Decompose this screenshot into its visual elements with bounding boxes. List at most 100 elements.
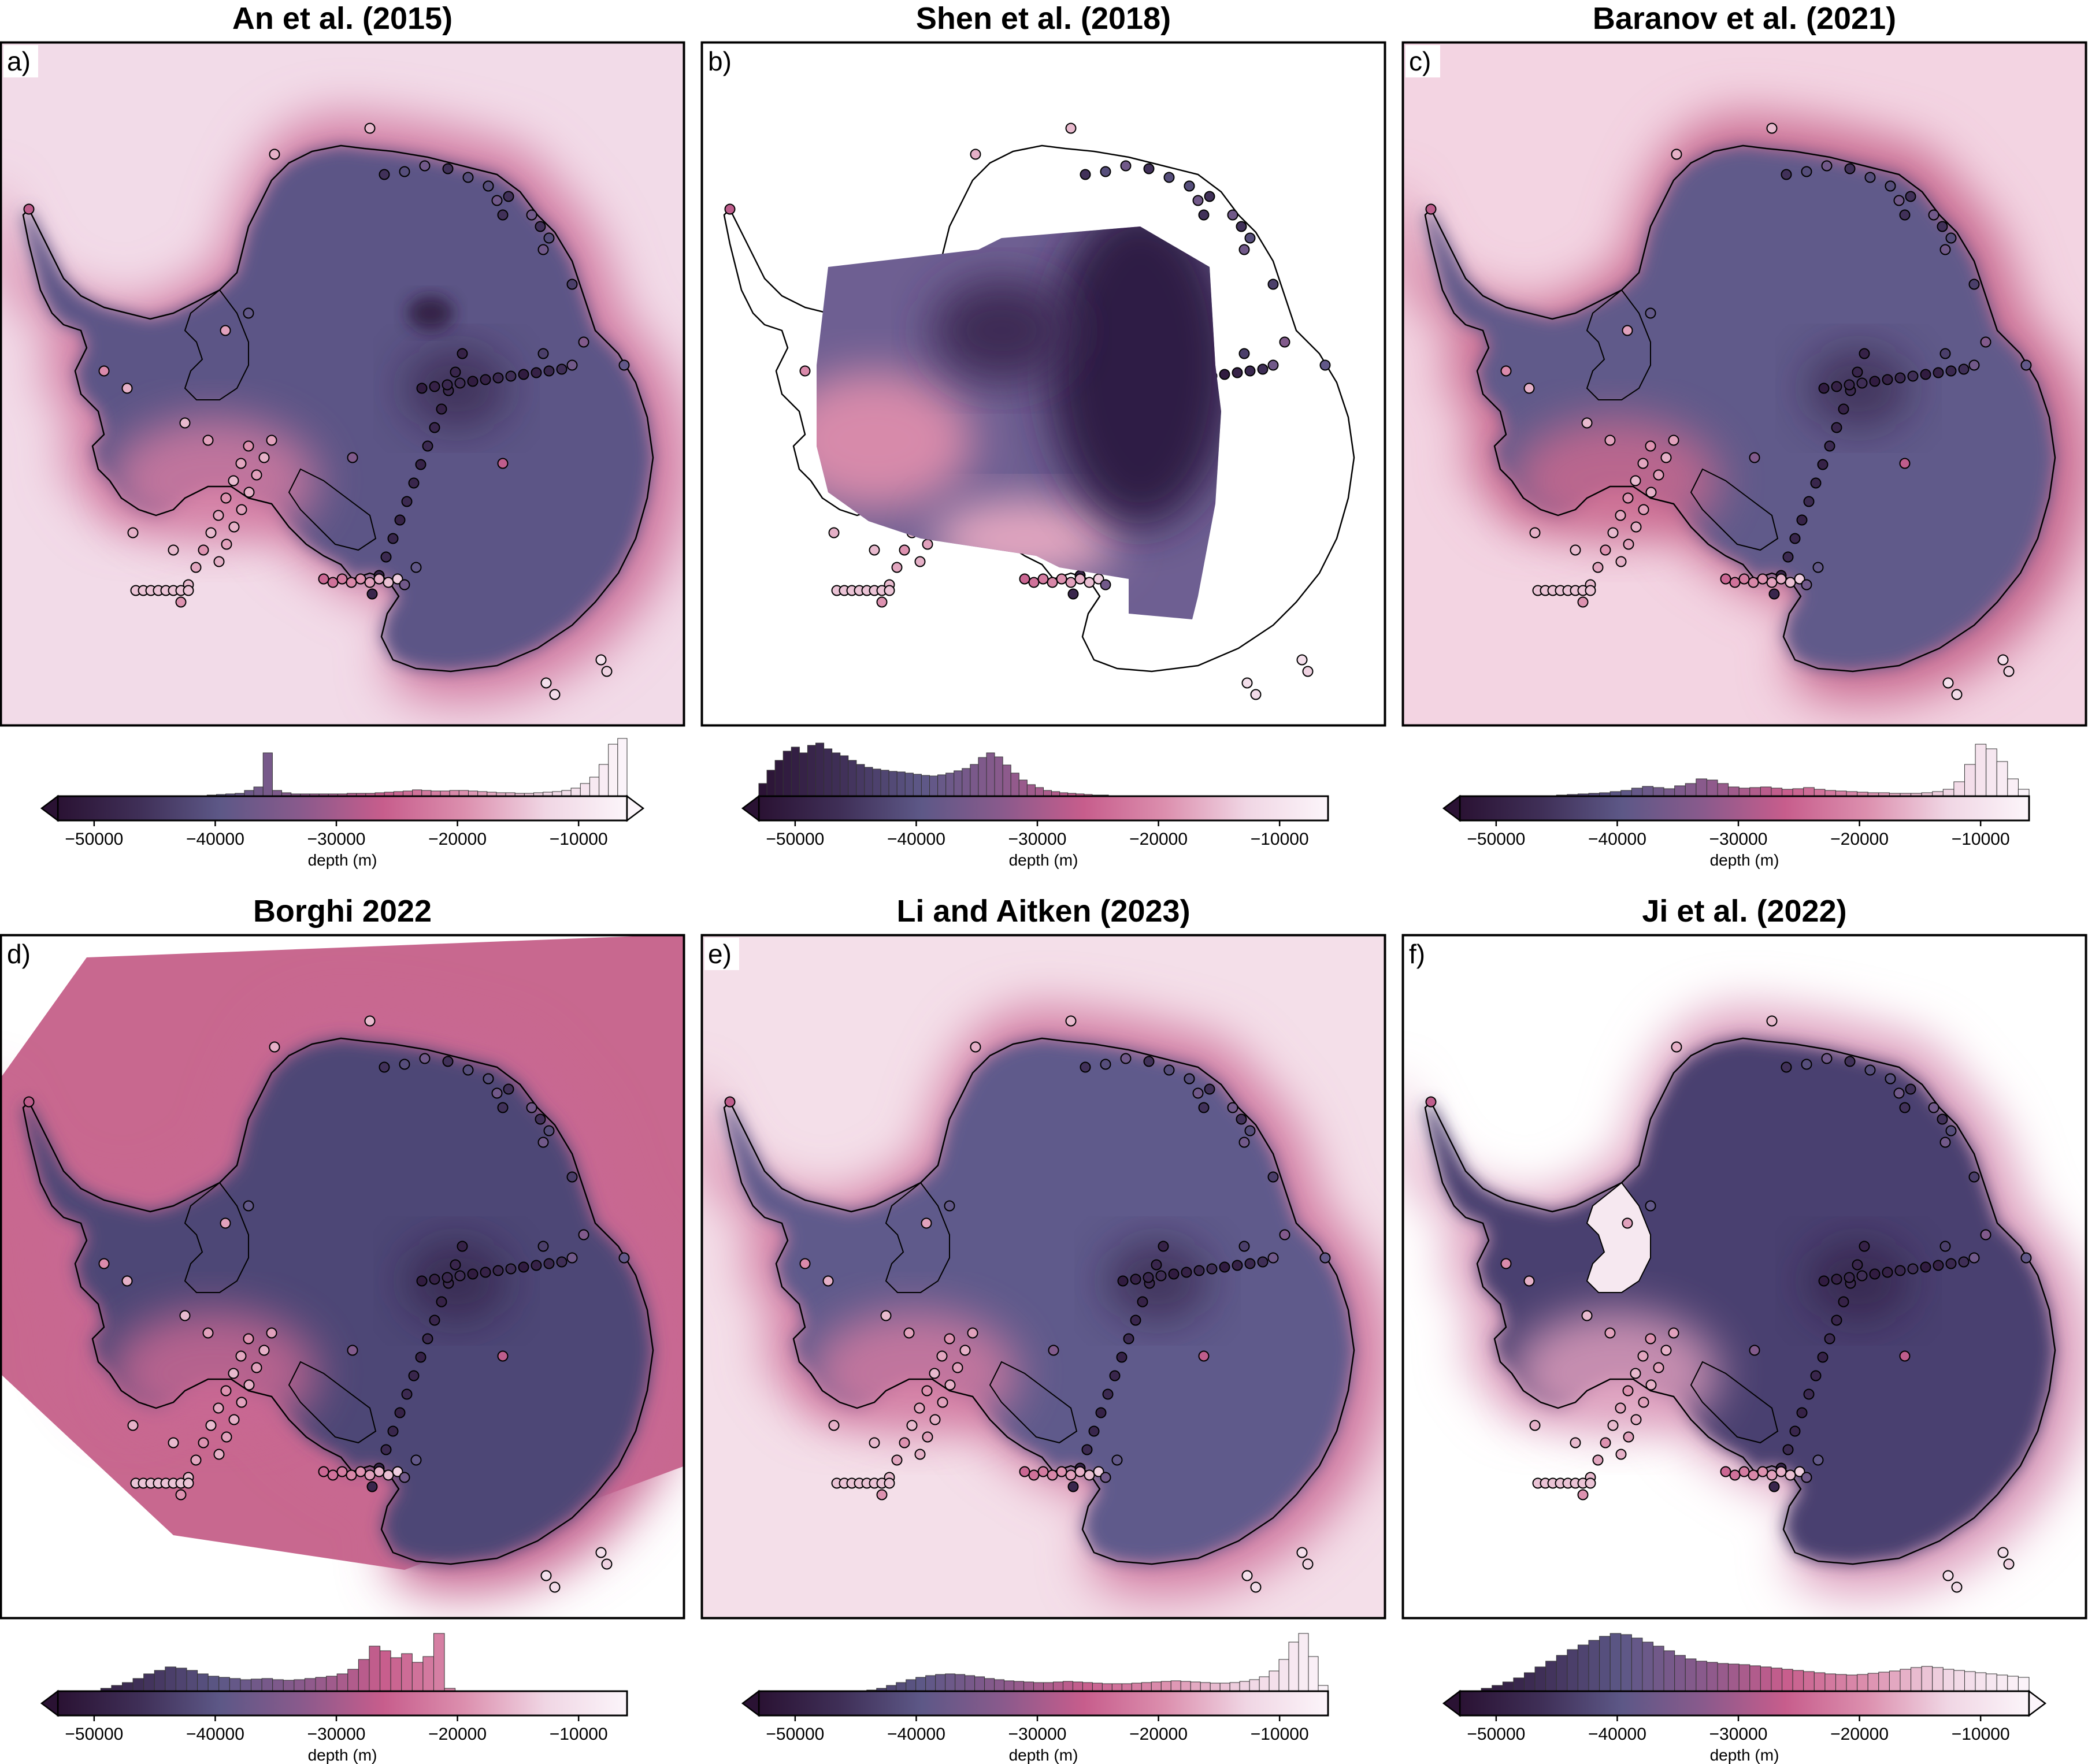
station-point xyxy=(537,1137,549,1148)
station-point xyxy=(944,1200,955,1212)
histogram-bar xyxy=(1026,784,1036,797)
station-point xyxy=(450,1259,461,1271)
panel-title: Borghi 2022 xyxy=(253,894,432,929)
deep-anomaly xyxy=(1807,348,1911,429)
coastline xyxy=(723,1037,1355,1565)
station-point xyxy=(1801,1059,1812,1070)
station-point xyxy=(1645,1379,1657,1391)
deep-anomaly xyxy=(1106,1241,1210,1321)
station-point xyxy=(543,232,555,244)
station-point xyxy=(922,539,933,550)
station-point xyxy=(1257,363,1269,375)
station-point xyxy=(380,1444,392,1455)
station-point xyxy=(601,666,613,677)
colorbar-panel-5: −50000 −40000 −30000 −20000 −10000 depth (m) xyxy=(741,1633,1329,1764)
station-point xyxy=(1019,573,1030,585)
station-point xyxy=(190,562,202,573)
station-point xyxy=(828,1420,840,1431)
station-point xyxy=(1937,1113,1948,1125)
station-point xyxy=(724,1096,736,1108)
station-point xyxy=(1945,365,1957,377)
colorbar-tick-label: −30000 xyxy=(1709,830,1768,849)
station-point xyxy=(1789,1425,1801,1437)
station-point xyxy=(483,1073,494,1085)
station-point xyxy=(399,1472,410,1483)
station-point xyxy=(876,596,888,608)
ice-shelf-outline xyxy=(288,468,377,551)
station-point xyxy=(1155,1270,1167,1282)
histogram-bar xyxy=(1728,786,1740,797)
station-point xyxy=(347,452,358,463)
histogram-bar xyxy=(1900,1669,1912,1692)
station-point xyxy=(1109,1370,1121,1382)
station-point xyxy=(497,458,509,469)
panel-label: a) xyxy=(7,46,31,76)
station-point xyxy=(179,417,191,429)
station-point xyxy=(366,588,378,600)
station-point xyxy=(220,325,231,336)
station-point xyxy=(922,1431,933,1443)
histogram-bar xyxy=(347,1669,359,1692)
histogram-bar xyxy=(799,752,808,797)
histogram-bar xyxy=(807,745,817,797)
colorbar-tick-label: −40000 xyxy=(1588,1725,1646,1744)
histogram-bar xyxy=(1219,1683,1230,1692)
station-point xyxy=(1581,1310,1593,1321)
station-point xyxy=(336,1466,348,1477)
histogram-bar xyxy=(888,771,897,797)
deep-anomaly xyxy=(407,296,454,330)
station-point xyxy=(1968,359,1980,371)
station-point xyxy=(1577,596,1589,608)
station-point xyxy=(1749,1345,1760,1356)
station-point xyxy=(228,1414,240,1425)
histogram-bar xyxy=(1696,778,1707,797)
colorbar-label: depth (m) xyxy=(1710,1746,1779,1764)
station-point xyxy=(1668,434,1679,446)
map-area xyxy=(701,934,1386,1619)
map-frame xyxy=(700,41,1386,727)
station-point xyxy=(1844,379,1855,391)
histogram-bar xyxy=(2007,778,2019,797)
station-point xyxy=(1219,369,1230,380)
station-point xyxy=(379,1061,390,1073)
ice-shelf-outline xyxy=(1586,1182,1651,1293)
station-point xyxy=(970,1041,981,1053)
station-point xyxy=(467,376,479,387)
histogram-bar xyxy=(1964,1671,1976,1692)
histogram-bar xyxy=(1706,1662,1718,1692)
station-point xyxy=(1623,1431,1634,1443)
station-point xyxy=(1236,1113,1247,1125)
station-point xyxy=(1859,348,1870,359)
station-point xyxy=(1184,180,1195,192)
station-point xyxy=(828,527,840,539)
station-point xyxy=(1738,1466,1750,1477)
histogram-bar xyxy=(1160,1681,1171,1692)
colorbar-bar xyxy=(1459,795,2030,822)
histogram-bar xyxy=(570,788,581,797)
station-point xyxy=(1894,1265,1906,1276)
station-point xyxy=(1997,1547,2009,1558)
histogram-bar xyxy=(1749,1665,1761,1692)
station-point xyxy=(1668,1327,1679,1339)
station-point xyxy=(937,1397,948,1408)
station-point xyxy=(1893,195,1905,206)
colorbar-label: depth (m) xyxy=(308,851,377,869)
colorbar-tick-label: −20000 xyxy=(1830,1725,1889,1744)
station-point xyxy=(537,348,549,359)
station-point xyxy=(1168,1268,1180,1280)
station-point xyxy=(914,1449,926,1460)
station-point xyxy=(531,1260,542,1271)
station-point xyxy=(1818,382,1830,394)
station-point xyxy=(884,1477,895,1489)
ice-shelf-outline xyxy=(989,1361,1078,1444)
station-point xyxy=(1899,1102,1911,1113)
station-point xyxy=(1653,469,1664,481)
panel-label: e) xyxy=(708,939,732,969)
colorbar-tick-label: −40000 xyxy=(186,830,244,849)
grid-shallow-zone xyxy=(817,371,973,510)
histogram-bar xyxy=(1249,1679,1260,1692)
station-point xyxy=(543,1258,555,1269)
panel-2: Shen et al. (2018) b) xyxy=(700,1,1386,727)
station-point xyxy=(518,1261,529,1273)
station-point xyxy=(228,475,239,487)
